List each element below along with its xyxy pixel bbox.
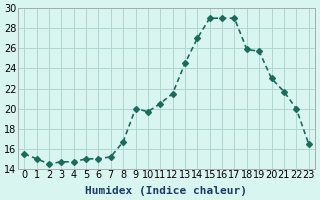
X-axis label: Humidex (Indice chaleur): Humidex (Indice chaleur) (85, 186, 247, 196)
